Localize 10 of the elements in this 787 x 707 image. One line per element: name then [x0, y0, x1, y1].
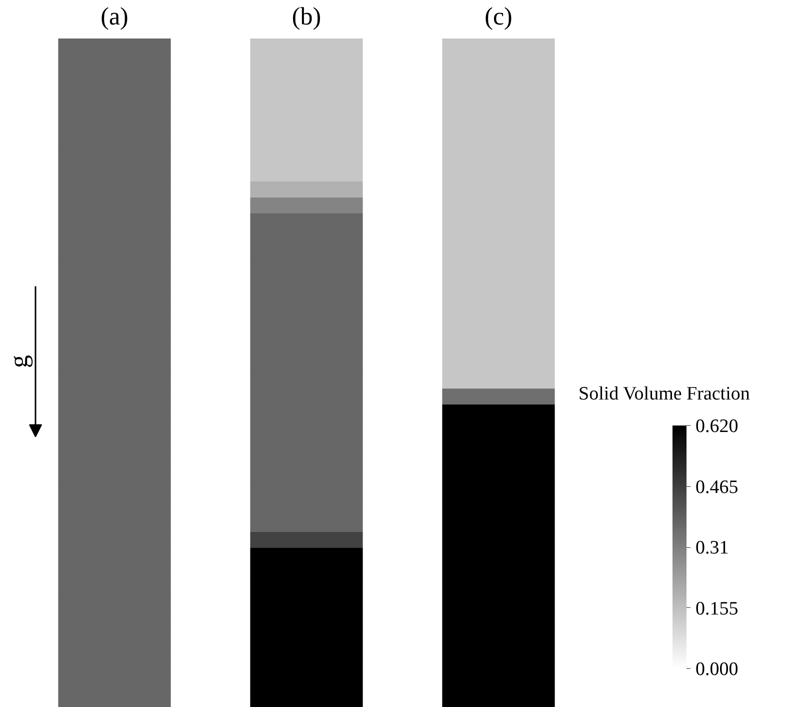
color-bar-label: 0.000 — [696, 659, 738, 680]
color-bar-title: Solid Volume Fraction — [578, 384, 750, 404]
color-bar-label: 0.620 — [696, 416, 738, 437]
x-tick-label: (c) — [484, 4, 512, 30]
color-bar-label: 0.465 — [696, 476, 738, 498]
annotation: g — [4, 354, 33, 368]
x-tick-label: (b) — [292, 4, 322, 30]
color-bar-label: 0.31 — [696, 538, 729, 558]
x-tick-label: (a) — [100, 4, 128, 30]
color-bar-label: 0.155 — [696, 598, 738, 620]
